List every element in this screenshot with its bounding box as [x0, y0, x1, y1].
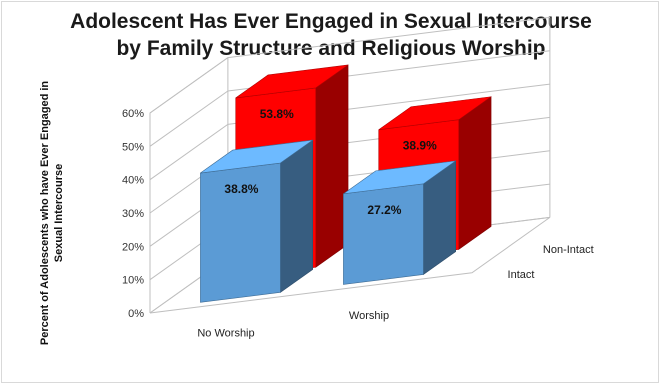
depth-axis-labels: Intact Non-Intact	[508, 244, 594, 281]
bar: 27.2%	[343, 160, 457, 285]
chart-title: Adolescent Has Ever Engaged in Sexual In…	[0, 8, 662, 62]
depth-axis-label: Non-Intact	[543, 244, 594, 256]
data-label: 38.8%	[224, 182, 258, 196]
y-axis-ticks: 0% 10% 20% 30% 40% 50% 60%	[122, 108, 144, 320]
bars: 53.8% 38.9% 38.8% 27.2%	[200, 64, 492, 303]
y-tick-label: 40%	[122, 175, 144, 187]
x-category-label: No Worship	[197, 328, 254, 340]
x-axis-categories: No Worship Worship	[197, 310, 389, 340]
bar-top	[200, 139, 313, 174]
bar-top	[378, 96, 492, 131]
bar-top	[235, 64, 349, 99]
y-tick-label: 30%	[122, 208, 144, 220]
gridline	[149, 16, 550, 114]
y-tick-label: 10%	[122, 275, 144, 287]
gridline	[149, 83, 550, 181]
data-label: 38.9%	[403, 139, 437, 153]
depth-axis-label: Intact	[508, 269, 535, 281]
bar-side	[280, 139, 314, 293]
y-tick-label: 50%	[122, 141, 144, 153]
x-category-label: Worship	[349, 310, 389, 322]
y-tick-label: 60%	[122, 108, 144, 120]
bar-side	[458, 96, 492, 250]
chart-title-line-2: by Family Structure and Religious Worshi…	[116, 37, 546, 60]
data-label: 27.2%	[367, 203, 401, 217]
y-tick-label: 0%	[128, 308, 144, 320]
bar-front	[343, 183, 424, 285]
bar: 38.8%	[200, 139, 314, 303]
gridline	[149, 50, 550, 147]
chart-title-line-1: Adolescent Has Ever Engaged in Sexual In…	[70, 10, 592, 33]
data-label: 53.8%	[260, 107, 294, 121]
bar-top	[343, 160, 456, 195]
y-tick-label: 20%	[122, 241, 144, 253]
